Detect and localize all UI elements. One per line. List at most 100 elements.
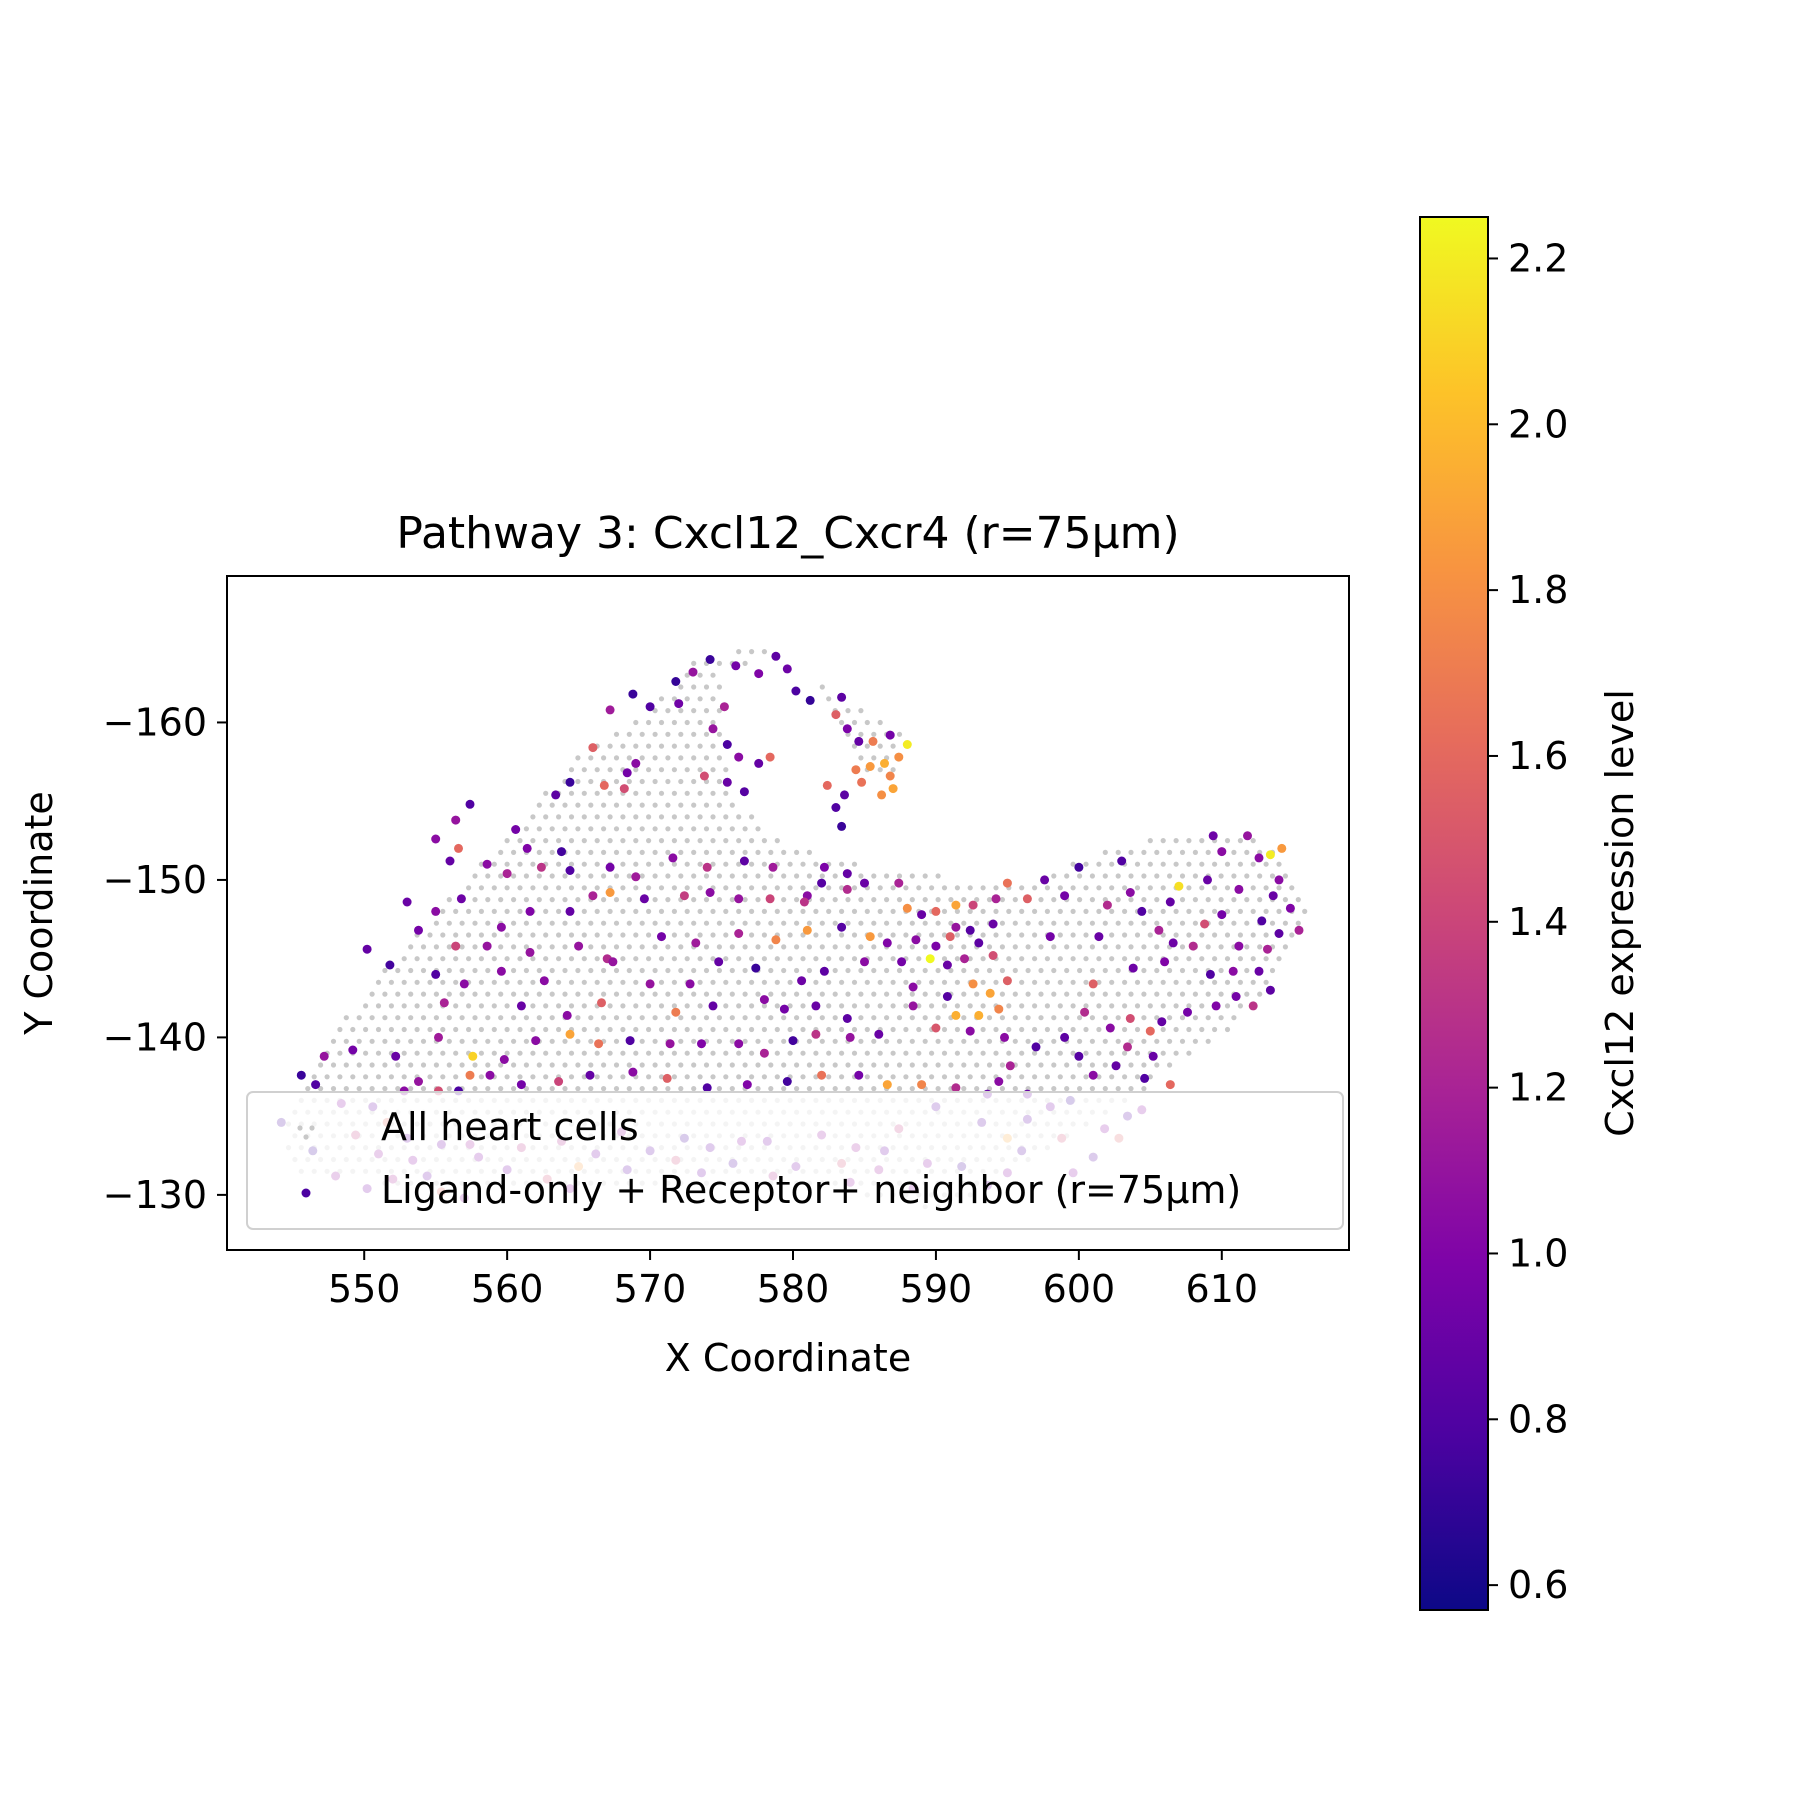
background-cell [1134,956,1141,962]
x-tick-label: 570 [614,1267,687,1311]
background-cell [575,991,581,997]
background-cell [684,838,690,844]
ligand-cell-point [868,736,878,746]
background-cell [1006,1026,1012,1033]
background-cell [523,897,530,903]
background-cell [1019,908,1025,915]
background-cell [761,1003,768,1009]
background-cell [1012,920,1018,926]
legend-entry-all-cells: All heart cells [381,1105,639,1149]
background-cell [1147,956,1153,962]
background-cell [794,991,800,997]
background-cell [446,1062,452,1068]
ligand-cell-point [968,900,978,910]
ligand-cell-point [974,938,984,948]
background-cell [1295,897,1301,903]
background-cell [440,1050,446,1056]
background-cell [684,1003,690,1009]
ligand-cell-point [988,951,998,960]
background-cell [961,920,967,926]
background-cell [517,838,523,844]
background-cell [1231,1015,1237,1021]
background-cell [665,873,671,879]
ligand-cell-point [885,730,895,740]
background-cell [510,849,517,856]
background-cell [1115,1015,1121,1021]
background-cell [633,1026,639,1033]
background-cell [1244,991,1250,997]
background-cell [1147,1003,1153,1009]
background-cell [723,1050,729,1056]
background-cell [723,790,729,796]
background-cell [961,897,967,903]
background-cell [588,873,594,879]
background-cell [967,885,973,891]
background-cell [1199,979,1205,985]
background-cell [1102,944,1108,950]
background-cell [710,696,716,702]
background-cell [633,767,639,773]
ligand-cell-point [897,957,907,967]
background-cell [1154,873,1160,879]
background-cell [363,1050,369,1056]
background-cell [710,743,716,749]
background-cell [556,908,562,915]
background-cell [1128,920,1134,926]
background-cell [588,1015,594,1021]
background-cell [639,849,645,856]
background-cell [1167,1015,1173,1021]
background-cell [922,920,928,926]
ligand-cell-point [837,922,847,932]
background-cell [478,1003,484,1009]
background-cell [1089,873,1095,879]
background-cell [1224,956,1231,962]
background-cell [890,956,896,962]
background-cell [716,826,723,832]
ligand-cell-point [842,869,852,879]
background-cell [858,1038,864,1044]
background-cell [1244,967,1250,974]
background-cell [459,920,465,926]
background-cell [697,838,703,844]
background-cell [414,1050,420,1056]
background-cell [1289,932,1295,938]
ligand-cell-point [671,1007,681,1017]
background-cell [594,838,600,844]
ligand-cell-point [908,1001,918,1011]
ligand-cell-point [1005,1061,1015,1071]
x-axis-label: X Coordinate [665,1336,911,1380]
background-cell [620,1003,626,1009]
background-cell [1199,885,1205,891]
ligand-cell-point [874,1029,884,1039]
ligand-cell-point [485,1070,495,1080]
ligand-cell-point [854,1070,864,1080]
background-cell [575,755,581,761]
background-cell [871,967,877,974]
background-cell [1257,873,1263,879]
colorbar-label: Cxcl12 expression level [1598,689,1642,1137]
background-cell [453,1026,459,1033]
ligand-cell-point [1145,1026,1155,1036]
background-cell [523,1038,530,1044]
ligand-cell-point [831,803,841,812]
background-cell [1096,956,1102,962]
background-cell [1141,1015,1147,1021]
background-cell [581,932,587,938]
background-cell [845,944,851,950]
ligand-cell-point [482,941,492,951]
background-cell [1102,1015,1108,1021]
background-cell [1244,944,1250,950]
background-cell [1070,1003,1076,1009]
background-cell [703,731,710,737]
background-cell [453,932,459,938]
background-cell [716,731,723,737]
background-cell [414,1003,420,1009]
background-cell [446,920,452,926]
background-cell [909,967,915,974]
background-cell [607,838,613,844]
background-cell [613,991,620,997]
background-cell [369,991,375,997]
background-cell [1269,873,1276,879]
background-cell [575,1038,581,1044]
ligand-cell-point [451,941,461,951]
